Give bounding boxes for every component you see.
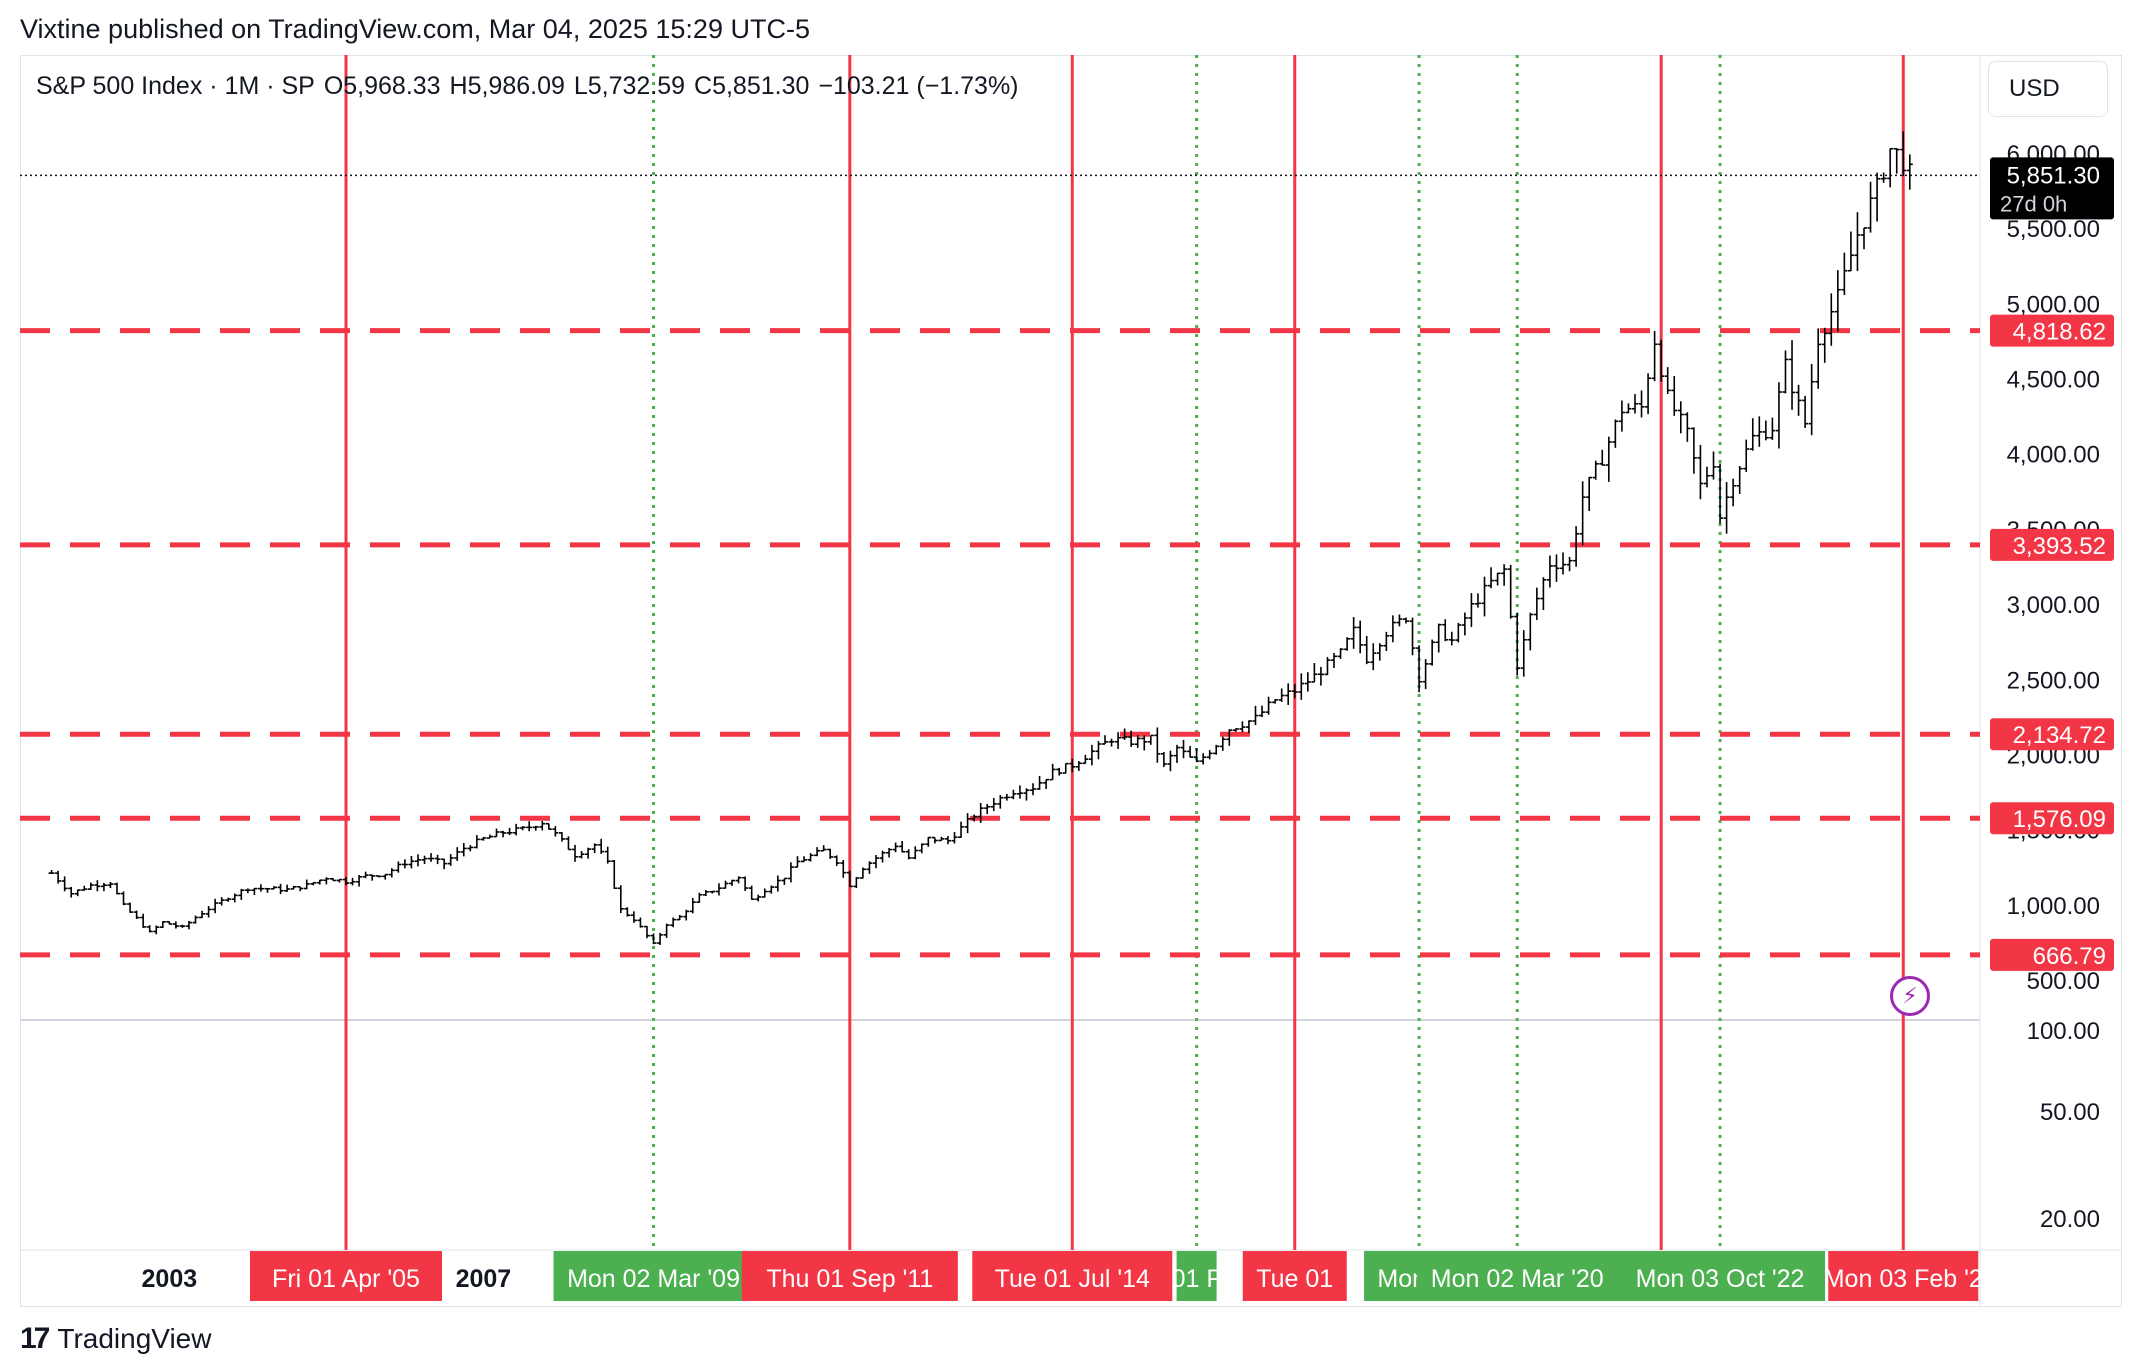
date-marker-tag <box>1615 1251 1826 1301</box>
date-marker-label: Tue 01 <box>1256 1265 1333 1293</box>
y-tick-label: 4,000.00 <box>2007 442 2100 469</box>
date-marker-tag <box>741 1251 958 1301</box>
footer-brand[interactable]: TradingView <box>57 1323 212 1354</box>
x-tick-label: 2007 <box>456 1265 512 1293</box>
date-marker-label: Tue 01 Jul '14 <box>995 1265 1150 1293</box>
legend-close: C5,851.30 <box>694 72 810 100</box>
legend-open: O5,968.33 <box>323 72 441 100</box>
y-tick-label: 3,000.00 <box>2007 592 2100 619</box>
date-marker-tag <box>1417 1251 1618 1301</box>
x-tick-label: 2003 <box>142 1265 198 1293</box>
y-tick-label: 1,000.00 <box>2007 893 2100 920</box>
lightning-icon[interactable]: ⚡ <box>1890 976 1930 1016</box>
date-marker-label: Mon 03 Feb '2 <box>1824 1265 1983 1293</box>
date-marker-tag <box>972 1251 1173 1301</box>
level-price-tag <box>1990 314 2114 347</box>
legend-symbol[interactable]: S&P 500 Index · 1M · SP <box>36 72 315 100</box>
legend-high: H5,986.09 <box>449 72 565 100</box>
date-marker-label: Fri 01 Apr '05 <box>272 1265 420 1293</box>
y-tick-label: 20.00 <box>2040 1206 2100 1233</box>
legend-change: −103.21 (−1.73%) <box>818 72 1019 100</box>
date-marker-label: Mon 03 Oct '22 <box>1636 1265 1805 1293</box>
y-tick-label: 100.00 <box>2027 1018 2100 1045</box>
level-price-tag <box>1990 718 2114 751</box>
date-marker-label: Thu 01 Sep '11 <box>766 1265 933 1293</box>
date-marker-label: 01 F <box>1172 1265 1222 1293</box>
date-marker-tag <box>1242 1251 1347 1301</box>
publisher-header: Vixtine published on TradingView.com, Ma… <box>20 14 810 44</box>
level-price-label: 2,134.72 <box>2013 722 2106 749</box>
currency-button[interactable]: USD <box>1988 61 2108 117</box>
date-marker-tag <box>553 1251 754 1301</box>
legend-low: L5,732.59 <box>573 72 686 100</box>
level-price-label: 1,576.09 <box>2013 806 2106 833</box>
level-price-label: 666.79 <box>2033 943 2106 970</box>
date-marker-label: Mon 02 Mar '20 <box>1431 1265 1604 1293</box>
level-price-tag <box>1990 802 2114 835</box>
level-price-label: 3,393.52 <box>2013 533 2106 560</box>
y-tick-label: 50.00 <box>2040 1099 2100 1126</box>
level-price-label: 4,818.62 <box>2013 319 2106 346</box>
date-marker-label: Mon 02 Mar '09 <box>567 1265 740 1293</box>
ohlc-legend: S&P 500 Index · 1M · SP O5,968.33 H5,986… <box>36 72 1021 101</box>
date-marker-tag <box>250 1251 442 1301</box>
y-tick-label: 500.00 <box>2027 968 2100 995</box>
current-price-tag <box>1990 157 2114 220</box>
level-price-tag <box>1990 938 2114 971</box>
footer: 17 TradingView <box>20 1322 211 1356</box>
tradingview-logo-icon[interactable]: 17 <box>20 1322 50 1355</box>
bar-countdown-label: 27d 0h <box>2000 191 2067 216</box>
y-tick-label: 4,500.00 <box>2007 367 2100 394</box>
current-price-label: 5,851.30 <box>2007 162 2100 189</box>
date-marker-tag <box>1828 1251 1979 1301</box>
date-marker-tag <box>1176 1251 1217 1301</box>
y-tick-label: 5,000.00 <box>2007 291 2100 318</box>
y-tick-label: 5,500.00 <box>2007 216 2100 243</box>
level-price-tag <box>1990 528 2114 561</box>
y-tick-label: 2,500.00 <box>2007 667 2100 694</box>
